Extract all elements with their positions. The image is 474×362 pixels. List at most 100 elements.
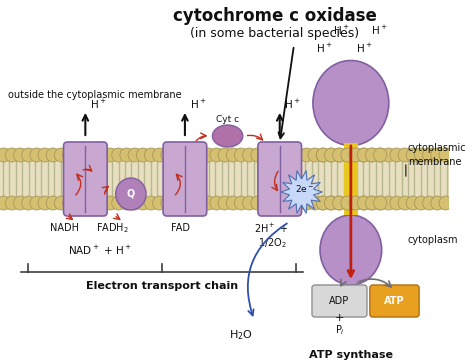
Circle shape — [357, 196, 371, 210]
Circle shape — [406, 148, 419, 162]
Circle shape — [235, 196, 248, 210]
Circle shape — [382, 148, 395, 162]
Circle shape — [275, 148, 289, 162]
Circle shape — [5, 196, 18, 210]
Circle shape — [202, 148, 215, 162]
Circle shape — [308, 196, 321, 210]
Circle shape — [177, 148, 191, 162]
Text: cytoplasm: cytoplasm — [408, 235, 458, 245]
Circle shape — [46, 148, 60, 162]
Circle shape — [120, 196, 133, 210]
Polygon shape — [281, 171, 322, 214]
Circle shape — [283, 196, 297, 210]
Circle shape — [120, 148, 133, 162]
FancyBboxPatch shape — [370, 285, 419, 317]
Circle shape — [218, 148, 231, 162]
Circle shape — [136, 148, 149, 162]
Circle shape — [349, 196, 362, 210]
Circle shape — [22, 148, 35, 162]
Circle shape — [243, 148, 256, 162]
Circle shape — [136, 196, 149, 210]
Ellipse shape — [313, 60, 389, 146]
Circle shape — [14, 196, 27, 210]
Circle shape — [185, 196, 199, 210]
Circle shape — [398, 196, 411, 210]
Circle shape — [308, 148, 321, 162]
Text: H$^+$: H$^+$ — [333, 24, 350, 37]
Circle shape — [374, 148, 387, 162]
Circle shape — [325, 148, 338, 162]
Circle shape — [38, 196, 51, 210]
Circle shape — [95, 148, 109, 162]
Circle shape — [423, 196, 436, 210]
Circle shape — [0, 148, 10, 162]
Circle shape — [161, 148, 174, 162]
Circle shape — [431, 148, 444, 162]
Circle shape — [333, 148, 346, 162]
Circle shape — [390, 148, 403, 162]
Circle shape — [128, 148, 141, 162]
Circle shape — [79, 148, 92, 162]
Circle shape — [316, 148, 329, 162]
Circle shape — [300, 196, 313, 210]
Circle shape — [14, 148, 27, 162]
Text: cytochrome c oxidase: cytochrome c oxidase — [173, 7, 377, 25]
Circle shape — [185, 148, 199, 162]
Circle shape — [349, 148, 362, 162]
Circle shape — [316, 196, 329, 210]
Text: H$^+$: H$^+$ — [284, 97, 301, 110]
Circle shape — [226, 148, 239, 162]
Circle shape — [0, 196, 10, 210]
Circle shape — [406, 196, 419, 210]
FancyBboxPatch shape — [258, 142, 301, 216]
Text: ADP: ADP — [329, 296, 350, 306]
Text: cytoplasmic
membrane: cytoplasmic membrane — [408, 143, 466, 167]
Text: H$^+$: H$^+$ — [90, 97, 107, 110]
Circle shape — [226, 196, 239, 210]
Circle shape — [365, 196, 379, 210]
Circle shape — [382, 196, 395, 210]
Circle shape — [202, 196, 215, 210]
Circle shape — [210, 196, 223, 210]
Circle shape — [38, 148, 51, 162]
Circle shape — [349, 148, 362, 162]
Text: H$_2$O: H$_2$O — [229, 328, 253, 342]
Circle shape — [365, 148, 379, 162]
Circle shape — [439, 148, 452, 162]
Circle shape — [283, 148, 297, 162]
Circle shape — [112, 196, 125, 210]
Circle shape — [292, 148, 305, 162]
Circle shape — [79, 196, 92, 210]
Text: NAD$^+$ + H$^+$: NAD$^+$ + H$^+$ — [67, 244, 132, 257]
Circle shape — [87, 196, 100, 210]
Circle shape — [341, 148, 354, 162]
Circle shape — [30, 148, 43, 162]
Circle shape — [103, 196, 117, 210]
Circle shape — [374, 196, 387, 210]
Circle shape — [414, 148, 428, 162]
Circle shape — [193, 196, 207, 210]
Circle shape — [300, 148, 313, 162]
Circle shape — [423, 148, 436, 162]
Circle shape — [365, 148, 379, 162]
Circle shape — [267, 148, 281, 162]
Circle shape — [275, 196, 289, 210]
Text: H$^+$: H$^+$ — [371, 24, 388, 37]
Circle shape — [243, 196, 256, 210]
Bar — [0, 148, 449, 210]
Text: ATP synthase: ATP synthase — [309, 350, 393, 360]
Circle shape — [398, 148, 411, 162]
Circle shape — [22, 196, 35, 210]
Text: outside the cytoplasmic membrane: outside the cytoplasmic membrane — [8, 90, 181, 100]
Text: Electron transport chain: Electron transport chain — [86, 281, 238, 291]
Circle shape — [374, 196, 387, 210]
FancyBboxPatch shape — [64, 142, 107, 216]
Circle shape — [414, 196, 428, 210]
Circle shape — [161, 196, 174, 210]
Text: FAD: FAD — [171, 223, 190, 233]
Text: 1/2O$_2$: 1/2O$_2$ — [258, 236, 287, 250]
Circle shape — [333, 196, 346, 210]
Circle shape — [341, 196, 354, 210]
Text: H$^+$: H$^+$ — [190, 97, 206, 110]
Circle shape — [87, 148, 100, 162]
